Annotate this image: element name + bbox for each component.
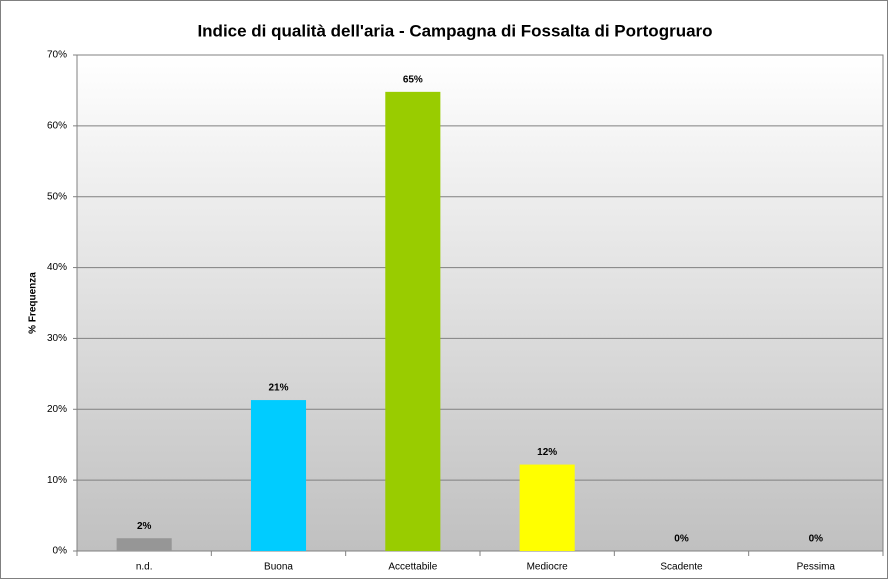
chart-title: Indice di qualità dell'aria - Campagna d… [197,21,712,40]
x-tick-label: Accettabile [388,562,437,573]
y-tick-label: 10% [47,475,67,486]
y-axis-label: % Frequenza [28,272,39,334]
y-tick-label: 0% [53,546,68,557]
bar [250,400,307,551]
x-tick-label: Scadente [660,562,703,573]
value-label: 21% [268,383,288,394]
y-tick-label: 40% [47,262,67,273]
bar [385,91,441,552]
bar [519,464,575,551]
x-tick-label: Pessima [797,562,836,573]
x-tick-label: Buona [264,562,293,573]
y-tick-label: 30% [47,333,67,344]
y-tick-label: 70% [47,50,67,61]
value-label: 65% [403,74,423,85]
value-label: 12% [537,447,557,458]
y-tick-label: 50% [47,191,67,202]
value-label: 2% [137,521,152,532]
x-tick-label: n.d. [136,562,153,573]
y-tick-label: 20% [47,404,67,415]
x-tick-label: Mediocre [527,562,569,573]
y-tick-label: 60% [47,120,67,131]
value-label: 0% [674,534,689,545]
plot-area [76,54,884,552]
bar [116,538,172,551]
value-label: 0% [809,534,824,545]
